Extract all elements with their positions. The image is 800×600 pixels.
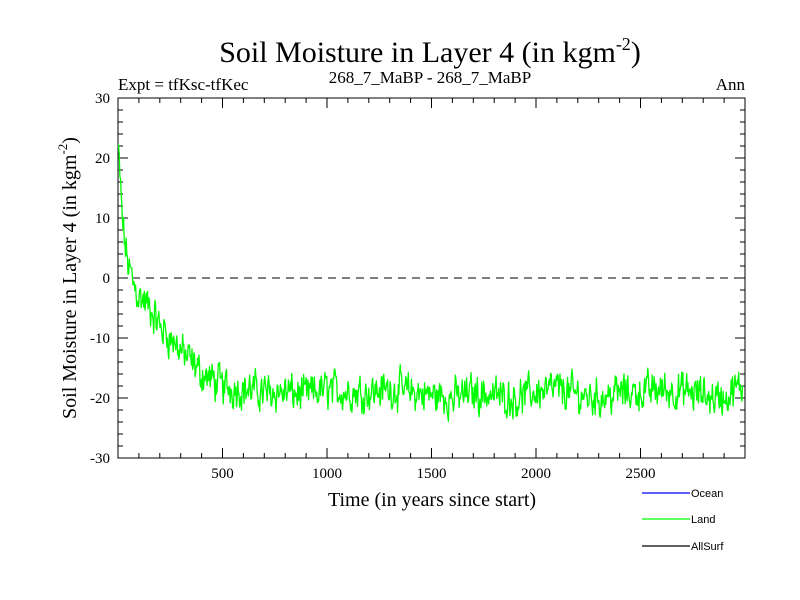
title-close: ) xyxy=(631,36,641,69)
y-tick-label: -20 xyxy=(90,391,110,407)
y-tick-label: 0 xyxy=(103,271,111,287)
legend-label-allsurf: AllSurf xyxy=(691,541,724,553)
x-tick-label: 1000 xyxy=(312,466,342,482)
y-tick-label: -10 xyxy=(90,331,110,347)
axis-ticks: -30 -20 -10 0 10 20 30 500 1000 1500 2000 2500 xyxy=(90,91,745,482)
legend: Ocean Land AllSurf xyxy=(642,488,724,553)
y-tick-label: -30 xyxy=(90,451,110,467)
y-tick-label: 20 xyxy=(95,151,110,167)
title-superscript: -2 xyxy=(616,34,631,54)
legend-label-land: Land xyxy=(691,514,715,526)
y-tick-label: 30 xyxy=(95,91,110,107)
x-tick-label: 2000 xyxy=(521,466,551,482)
series-line-land xyxy=(117,144,744,423)
x-tick-label: 2500 xyxy=(626,466,656,482)
x-tick-label: 500 xyxy=(211,466,234,482)
y-axis-superscript: -2 xyxy=(55,144,70,155)
y-axis-label: Soil Moisture in Layer 4 (in kgm-2) xyxy=(55,137,81,419)
subtitle-period: 268_7_MaBP - 268_7_MaBP xyxy=(329,68,531,87)
subtitle-season: Ann xyxy=(716,75,746,94)
x-axis-label: Time (in years since start) xyxy=(328,489,536,511)
y-axis-close: ) xyxy=(59,137,81,144)
x-tick-label: 1500 xyxy=(417,466,447,482)
chart-title: Soil Moisture in Layer 4 (in kgm-2) xyxy=(219,34,641,69)
y-tick-label: 10 xyxy=(95,211,110,227)
legend-label-ocean: Ocean xyxy=(691,488,723,500)
subtitle-experiment: Expt = tfKsc-tfKec xyxy=(118,75,249,94)
